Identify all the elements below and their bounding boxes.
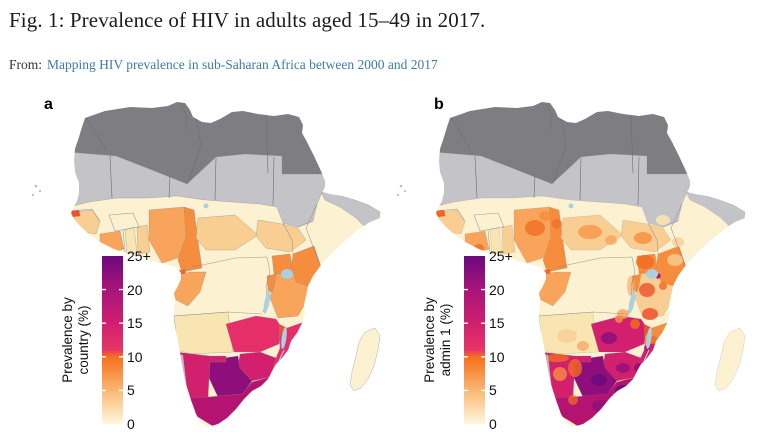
figure-source: From: Mapping HIV prevalence in sub-Sahar…	[9, 57, 438, 73]
legend-tick: 15	[489, 315, 505, 332]
region-eswatini	[263, 381, 271, 389]
admin-patch	[615, 385, 631, 399]
admin-patch	[577, 341, 589, 351]
legend-title-line1: Prevalence by	[422, 297, 437, 383]
admin-patch	[639, 283, 655, 297]
admin-patch	[634, 363, 644, 373]
colorbar-tick-marks	[102, 288, 123, 392]
admin-patch	[552, 219, 562, 229]
admin-patch	[672, 237, 684, 247]
admin-patch	[667, 254, 683, 266]
lake-tanganyika	[628, 290, 636, 314]
legend-title-line1: Prevalence by	[60, 297, 75, 383]
admin-patch	[525, 220, 545, 236]
region-cote-divoire	[464, 230, 490, 254]
admin-patch	[616, 363, 630, 373]
admin-patch	[659, 282, 667, 290]
legend-title-b: Prevalence by admin 1 (%)	[418, 254, 458, 426]
region-angola	[173, 311, 234, 355]
legend-colorbar-a	[102, 256, 123, 424]
admin-patch	[568, 359, 582, 377]
atlantic-islands	[34, 184, 38, 188]
region-lesotho	[241, 398, 251, 408]
region-eswatini	[629, 382, 635, 388]
region-madagascar	[714, 327, 746, 392]
admin-patch	[437, 210, 445, 216]
figure-title: Fig. 1: Prevalence of HIV in adults aged…	[9, 8, 486, 32]
admin-patch	[557, 329, 577, 343]
map-panel-b	[396, 102, 746, 427]
legend-tick: 20	[127, 281, 143, 298]
admin-patch	[636, 255, 654, 269]
panel-label-a: a	[44, 96, 53, 113]
region-madagascar	[349, 327, 381, 392]
admin-patch	[474, 244, 484, 252]
admin-patch	[591, 374, 607, 386]
legend-tick: 5	[489, 382, 497, 399]
atlantic-islands	[31, 193, 35, 197]
lake-victoria	[646, 269, 658, 279]
lake-tanganyika	[263, 290, 271, 314]
legend-ticks-a: 25+ 20 15 10 5 0	[127, 249, 151, 431]
legend-tick: 25+	[127, 248, 151, 264]
admin-patch	[592, 400, 610, 412]
admin-patch	[539, 211, 551, 221]
admin-patch	[642, 308, 658, 320]
legend-title-a: Prevalence by country (%)	[56, 254, 96, 426]
admin-patch	[601, 332, 617, 344]
admin-patch	[545, 354, 569, 362]
admin-patch	[605, 235, 617, 245]
lake-malawi	[281, 327, 287, 349]
legend-tick: 10	[489, 348, 505, 365]
colorbar-tick-marks	[464, 288, 485, 392]
legend-title-line2: admin 1 (%)	[438, 303, 453, 377]
atlantic-islands	[38, 189, 42, 193]
legend-tick: 0	[489, 415, 497, 432]
region-lesotho	[606, 398, 616, 408]
admin-patch	[656, 215, 670, 225]
legend-colorbar-b	[464, 256, 485, 424]
source-prefix: From:	[9, 57, 43, 72]
admin1-patches	[437, 210, 684, 412]
lake-chad	[203, 203, 209, 209]
panel-label-b: b	[434, 96, 444, 113]
atlantic-islands	[396, 193, 400, 197]
africa-choropleth-maps	[31, 102, 746, 427]
lake-malawi	[646, 327, 652, 349]
legend-tick: 10	[127, 348, 143, 365]
region-cote-divoire	[99, 230, 125, 254]
legend-ticks-b: 25+ 20 15 10 5 0	[489, 249, 513, 431]
lake-victoria	[281, 269, 293, 279]
legend-tick: 25+	[489, 248, 513, 264]
admin-patch	[634, 232, 652, 244]
admin-patch	[630, 319, 640, 329]
admin-patch	[578, 225, 602, 239]
admin-patch	[568, 395, 578, 405]
legend-tick: 20	[489, 281, 505, 298]
lake-chad	[568, 203, 574, 209]
source-link[interactable]: Mapping HIV prevalence in sub-Saharan Af…	[47, 57, 438, 72]
legend-tick: 5	[127, 382, 135, 399]
atlantic-islands	[399, 184, 403, 188]
admin-patch	[553, 367, 567, 381]
legend-tick: 15	[127, 315, 143, 332]
legend-title-line2: country (%)	[76, 305, 91, 375]
legend-tick: 0	[127, 415, 135, 432]
admin-patch	[615, 315, 623, 323]
atlantic-islands	[403, 189, 407, 193]
